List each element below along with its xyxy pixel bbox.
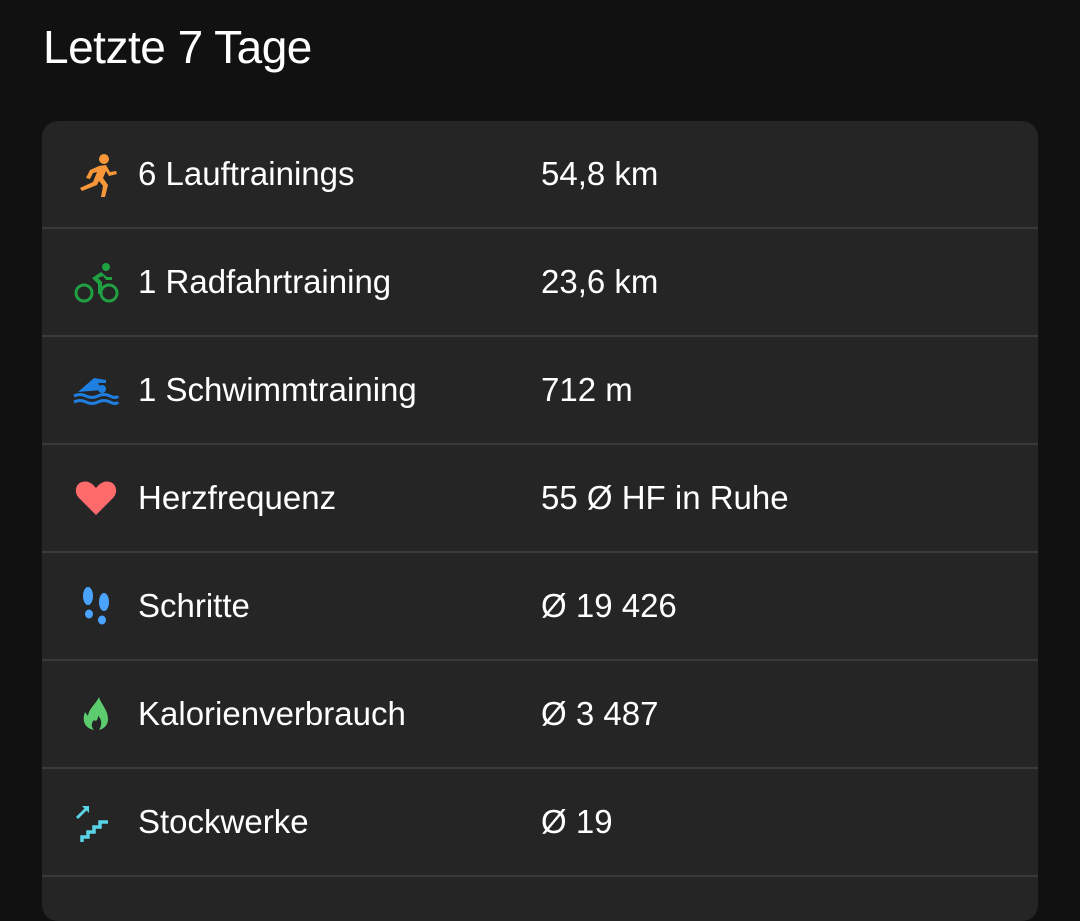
row-running[interactable]: 6 Lauftrainings 54,8 km bbox=[42, 121, 1038, 229]
stairs-icon bbox=[72, 798, 120, 846]
row-label: 1 Radfahrtraining bbox=[138, 263, 392, 300]
row-label: Herzfrequenz bbox=[138, 479, 337, 516]
row-label: Kalorienverbrauch bbox=[138, 695, 406, 732]
row-floors[interactable]: Stockwerke Ø 19 bbox=[42, 769, 1038, 877]
row-label: Stockwerke bbox=[138, 803, 309, 840]
row-value: 23,6 km bbox=[541, 263, 659, 300]
summary-card: 6 Lauftrainings 54,8 km 1 Radfahrtrainin… bbox=[42, 121, 1038, 921]
flame-icon bbox=[72, 690, 120, 738]
row-value: Ø 19 426 bbox=[541, 587, 677, 624]
footsteps-icon bbox=[72, 582, 120, 630]
row-label: Schritte bbox=[138, 587, 250, 624]
heart-icon bbox=[72, 474, 120, 522]
row-value: Ø 3 487 bbox=[541, 695, 659, 732]
running-icon bbox=[72, 150, 120, 198]
row-steps[interactable]: Schritte Ø 19 426 bbox=[42, 553, 1038, 661]
row-value: 54,8 km bbox=[541, 155, 659, 192]
row-calories[interactable]: Kalorienverbrauch Ø 3 487 bbox=[42, 661, 1038, 769]
cycling-icon bbox=[72, 258, 120, 306]
row-value: Ø 19 bbox=[541, 803, 613, 840]
row-heart-rate[interactable]: Herzfrequenz 55 Ø HF in Ruhe bbox=[42, 445, 1038, 553]
page-title: Letzte 7 Tage bbox=[43, 21, 312, 73]
row-value: 55 Ø HF in Ruhe bbox=[541, 479, 789, 516]
swimming-icon bbox=[72, 366, 120, 414]
row-swimming[interactable]: 1 Schwimmtraining 712 m bbox=[42, 337, 1038, 445]
row-label: 1 Schwimmtraining bbox=[138, 371, 417, 408]
row-value: 712 m bbox=[541, 371, 633, 408]
row-cycling[interactable]: 1 Radfahrtraining 23,6 km bbox=[42, 229, 1038, 337]
row-label: 6 Lauftrainings bbox=[138, 155, 355, 192]
